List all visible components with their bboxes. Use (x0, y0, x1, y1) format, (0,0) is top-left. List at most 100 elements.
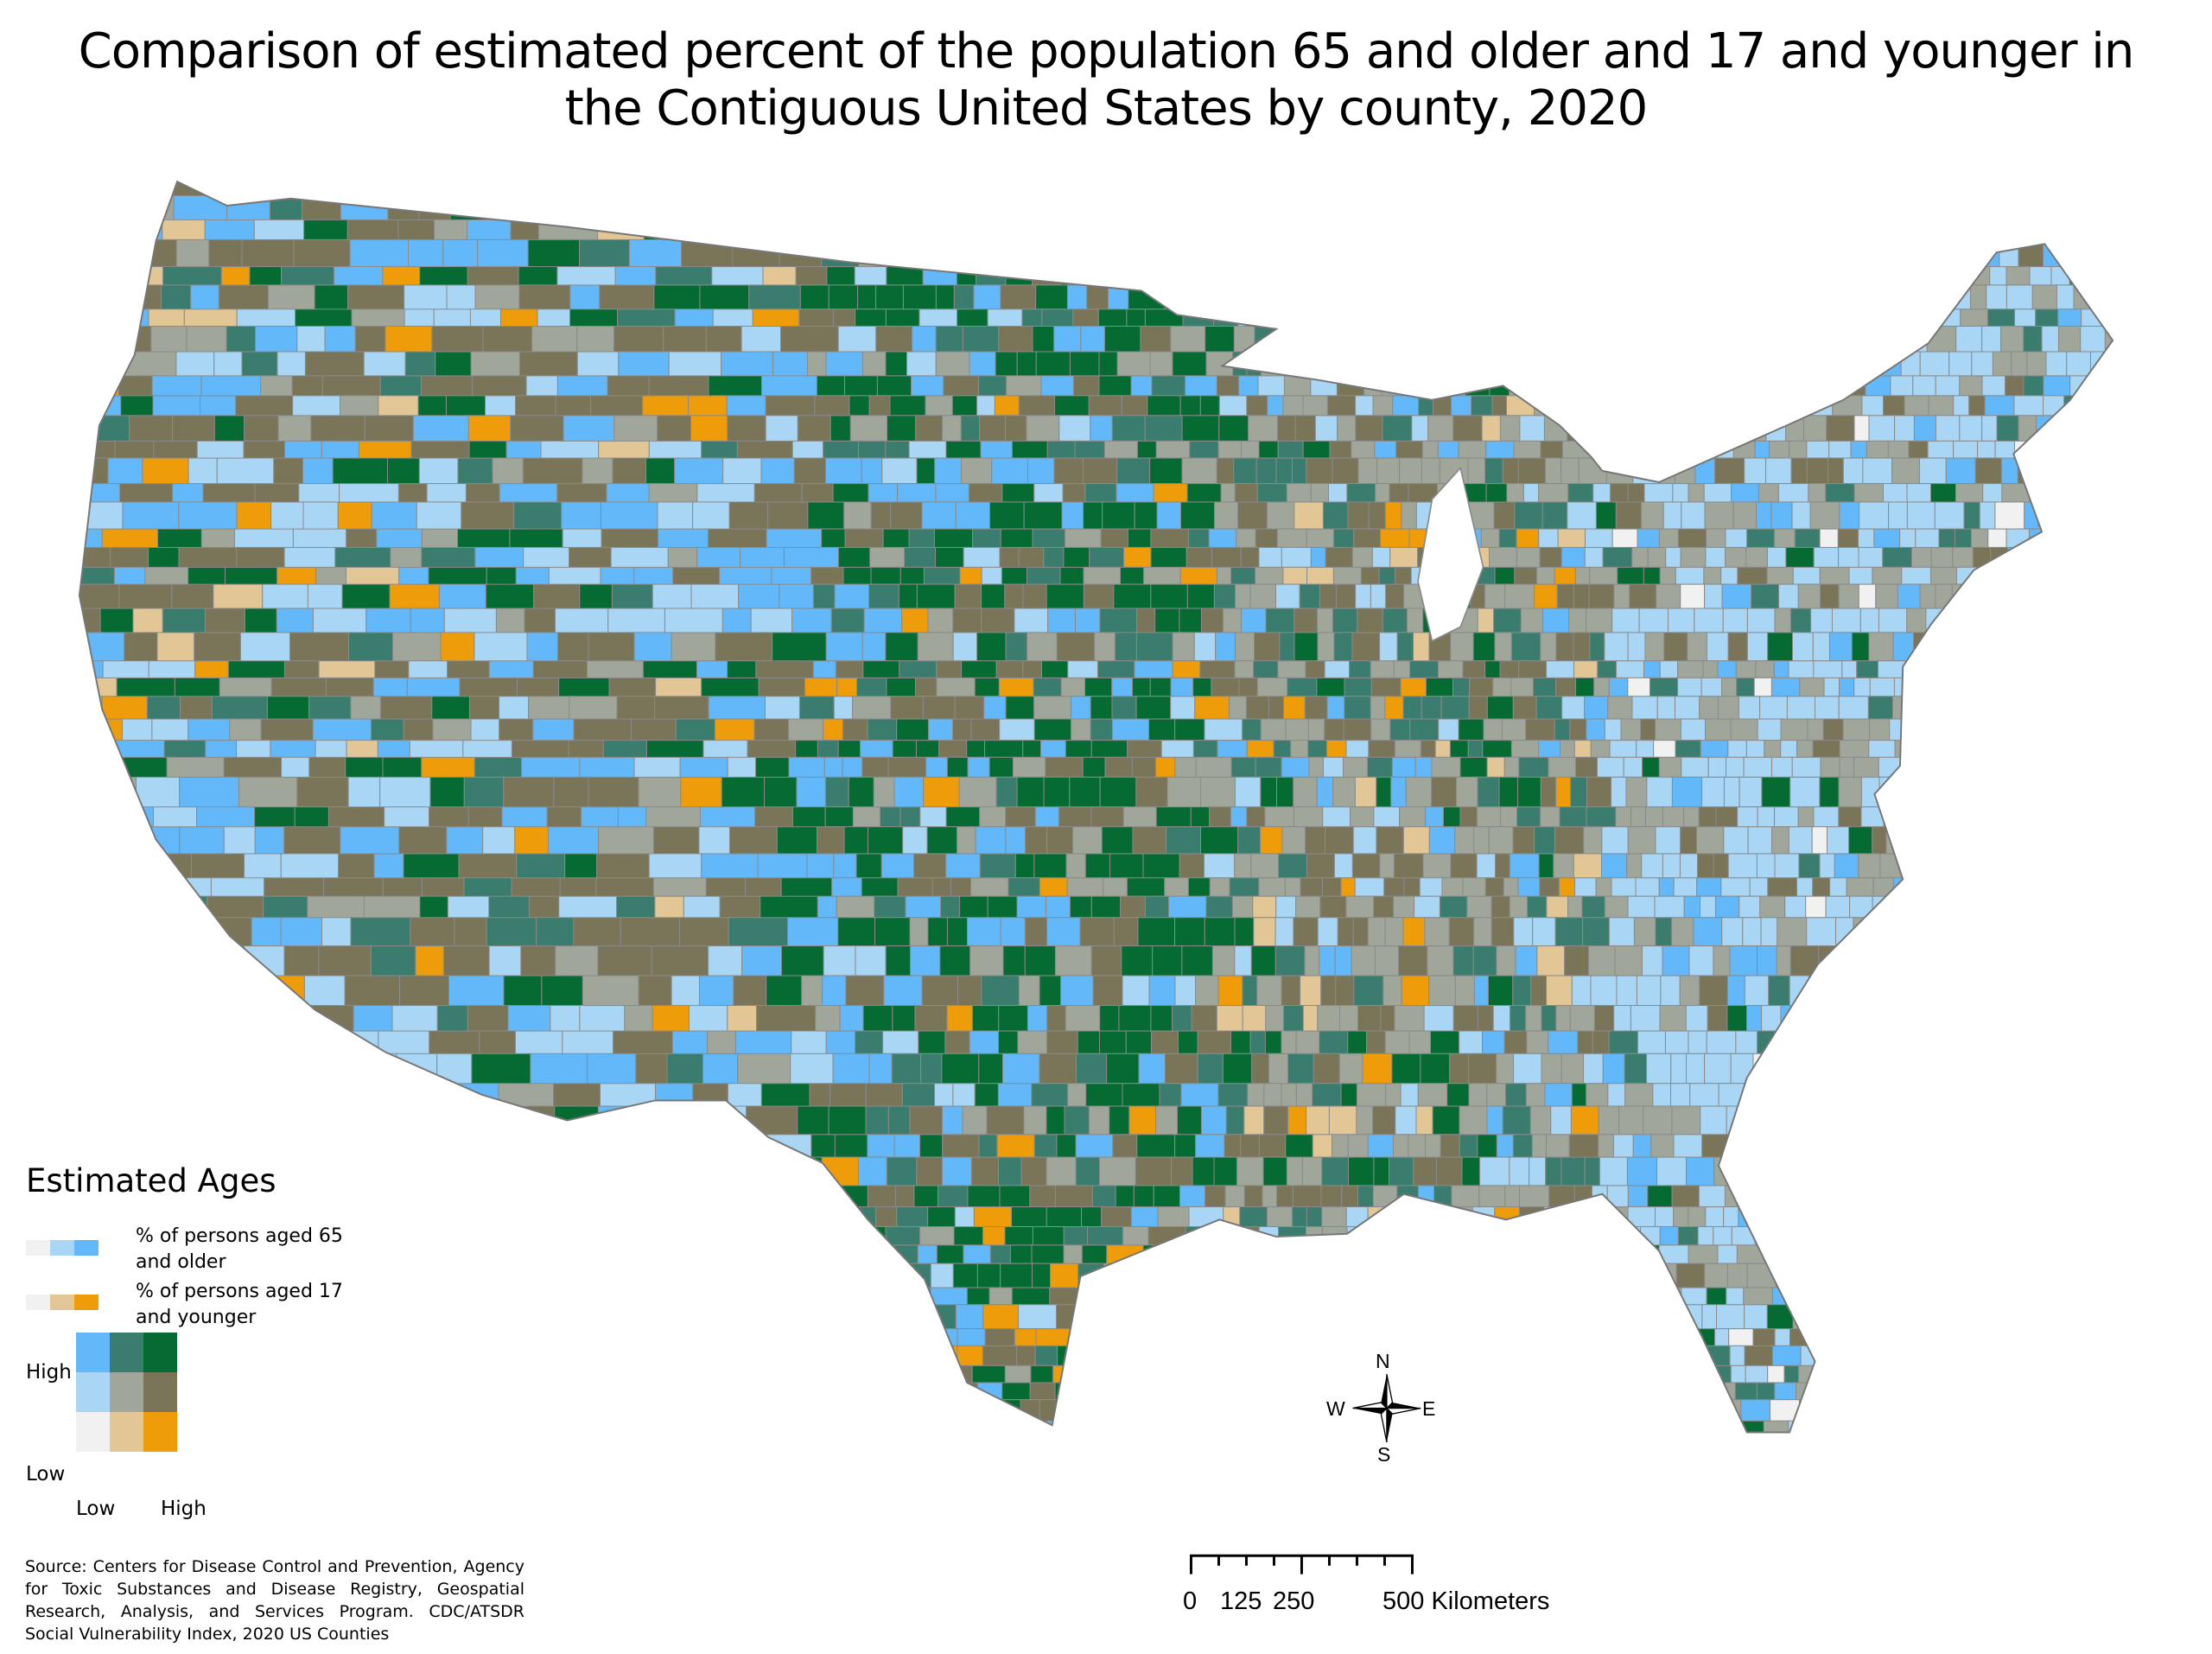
county (1866, 440, 1889, 459)
county (2115, 170, 2134, 196)
bivariate-legend-matrix (76, 1333, 177, 1452)
county (1709, 375, 1740, 397)
county (1554, 917, 1584, 947)
county (1904, 181, 1920, 196)
county (748, 195, 797, 240)
county (1564, 1244, 1582, 1264)
county (1815, 1156, 1836, 1186)
county (1351, 546, 1373, 568)
county (1598, 1105, 1620, 1136)
county (1839, 740, 1870, 758)
county (1659, 1005, 1687, 1032)
county (1569, 239, 1586, 268)
county (2082, 1206, 2101, 1228)
county (1545, 1345, 1571, 1366)
county (1192, 740, 1218, 758)
county (1567, 1420, 1597, 1433)
county (1916, 945, 1935, 976)
county (627, 1156, 664, 1209)
county (1608, 917, 1635, 947)
county (1455, 351, 1476, 377)
county (2076, 1185, 2101, 1208)
county (1534, 1365, 1560, 1384)
county (1274, 583, 1300, 609)
county (1996, 1420, 2012, 1433)
county (1553, 853, 1574, 879)
county (1767, 546, 1787, 568)
county (1627, 1263, 1643, 1288)
county (1665, 546, 1681, 568)
county (526, 1365, 559, 1397)
county (1413, 632, 1430, 662)
county (1507, 309, 1527, 327)
county (966, 1287, 990, 1306)
county (394, 1244, 428, 1279)
county (1935, 583, 1953, 609)
county (1363, 1328, 1391, 1346)
county (1248, 415, 1278, 442)
county (79, 309, 101, 340)
county (1941, 219, 1964, 240)
county (1840, 309, 1868, 327)
county (1321, 1156, 1350, 1186)
county (1468, 696, 1488, 720)
county (1834, 1287, 1855, 1306)
county (1918, 219, 1942, 240)
county (1058, 415, 1091, 442)
county (1074, 440, 1105, 459)
county (1935, 1382, 1966, 1401)
county (1376, 1287, 1396, 1306)
county (554, 1105, 599, 1158)
county (2053, 219, 2078, 240)
county (398, 181, 435, 217)
county (1448, 917, 1475, 947)
county (995, 351, 1018, 377)
county (1697, 1226, 1714, 1246)
county (2101, 1083, 2113, 1107)
county (1605, 325, 1622, 353)
county (1322, 806, 1351, 828)
county (1506, 1420, 1529, 1433)
county (2100, 1005, 2113, 1032)
county (1763, 1206, 1781, 1228)
county (1915, 195, 1935, 220)
county (1316, 677, 1345, 697)
county (656, 1134, 695, 1176)
county (1846, 1365, 1864, 1384)
county (1446, 195, 1465, 220)
county (892, 1005, 916, 1032)
county (1118, 1005, 1152, 1032)
county (1947, 1328, 1976, 1346)
county (1671, 776, 1702, 808)
county (1479, 1304, 1500, 1330)
county (1275, 895, 1297, 919)
county (1687, 219, 1715, 240)
county (1655, 718, 1681, 741)
county (1427, 945, 1454, 976)
y-axis-high-label: High (26, 1361, 72, 1384)
county (1174, 917, 1205, 947)
county (1304, 696, 1328, 720)
county (1286, 1345, 1313, 1366)
county (1636, 740, 1655, 758)
county (923, 566, 961, 585)
county (1794, 1287, 1815, 1306)
county (2079, 806, 2108, 828)
county (1075, 1134, 1114, 1158)
county (1782, 219, 1805, 240)
county (1872, 1105, 1899, 1136)
county (1866, 1304, 1895, 1330)
county (1054, 395, 1090, 417)
county (1279, 1420, 1307, 1433)
county (898, 583, 918, 609)
county (1620, 1287, 1637, 1306)
county (515, 1185, 562, 1225)
county (2025, 1030, 2056, 1054)
county (1509, 219, 1537, 240)
county (335, 1105, 393, 1158)
county (1700, 740, 1729, 758)
county (1806, 440, 1830, 459)
county (1072, 309, 1099, 327)
county (1265, 608, 1295, 633)
county (1724, 309, 1752, 327)
